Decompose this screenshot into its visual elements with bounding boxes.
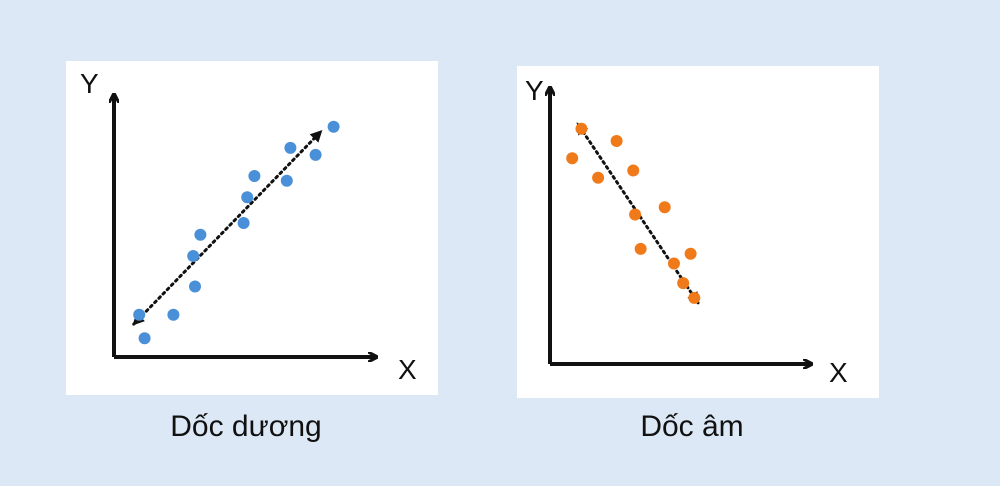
- positive-slope-caption: Dốc dương: [170, 410, 322, 443]
- data-point: [241, 191, 254, 204]
- positive-slope-diagram: XY: [80, 68, 417, 385]
- data-point: [280, 174, 293, 187]
- data-point: [284, 141, 297, 154]
- data-point: [566, 152, 579, 165]
- data-point: [167, 308, 180, 321]
- y-axis-label: Y: [80, 68, 99, 99]
- data-point: [610, 135, 623, 148]
- data-point: [627, 164, 640, 177]
- data-point: [327, 120, 340, 133]
- x-axis-label: X: [398, 354, 417, 385]
- negative-slope-diagram: XY: [525, 75, 848, 388]
- data-point: [309, 148, 322, 161]
- data-point: [688, 291, 701, 304]
- data-point: [634, 242, 647, 255]
- data-point: [684, 247, 697, 260]
- y-axis-label: Y: [525, 75, 544, 106]
- data-point: [189, 280, 201, 293]
- data-point: [592, 171, 605, 184]
- data-point: [667, 257, 680, 270]
- data-point: [658, 201, 671, 214]
- x-axis-label: X: [829, 357, 848, 388]
- data-point: [248, 170, 261, 183]
- data-point: [138, 332, 151, 345]
- data-point: [677, 277, 690, 290]
- trend-arrow: [132, 129, 323, 326]
- data-point: [187, 249, 200, 262]
- data-point: [133, 308, 146, 321]
- data-point: [575, 122, 588, 135]
- data-point: [629, 208, 642, 221]
- data-point: [194, 228, 207, 241]
- negative-slope-caption: Dốc âm: [640, 410, 744, 443]
- data-point: [237, 217, 250, 230]
